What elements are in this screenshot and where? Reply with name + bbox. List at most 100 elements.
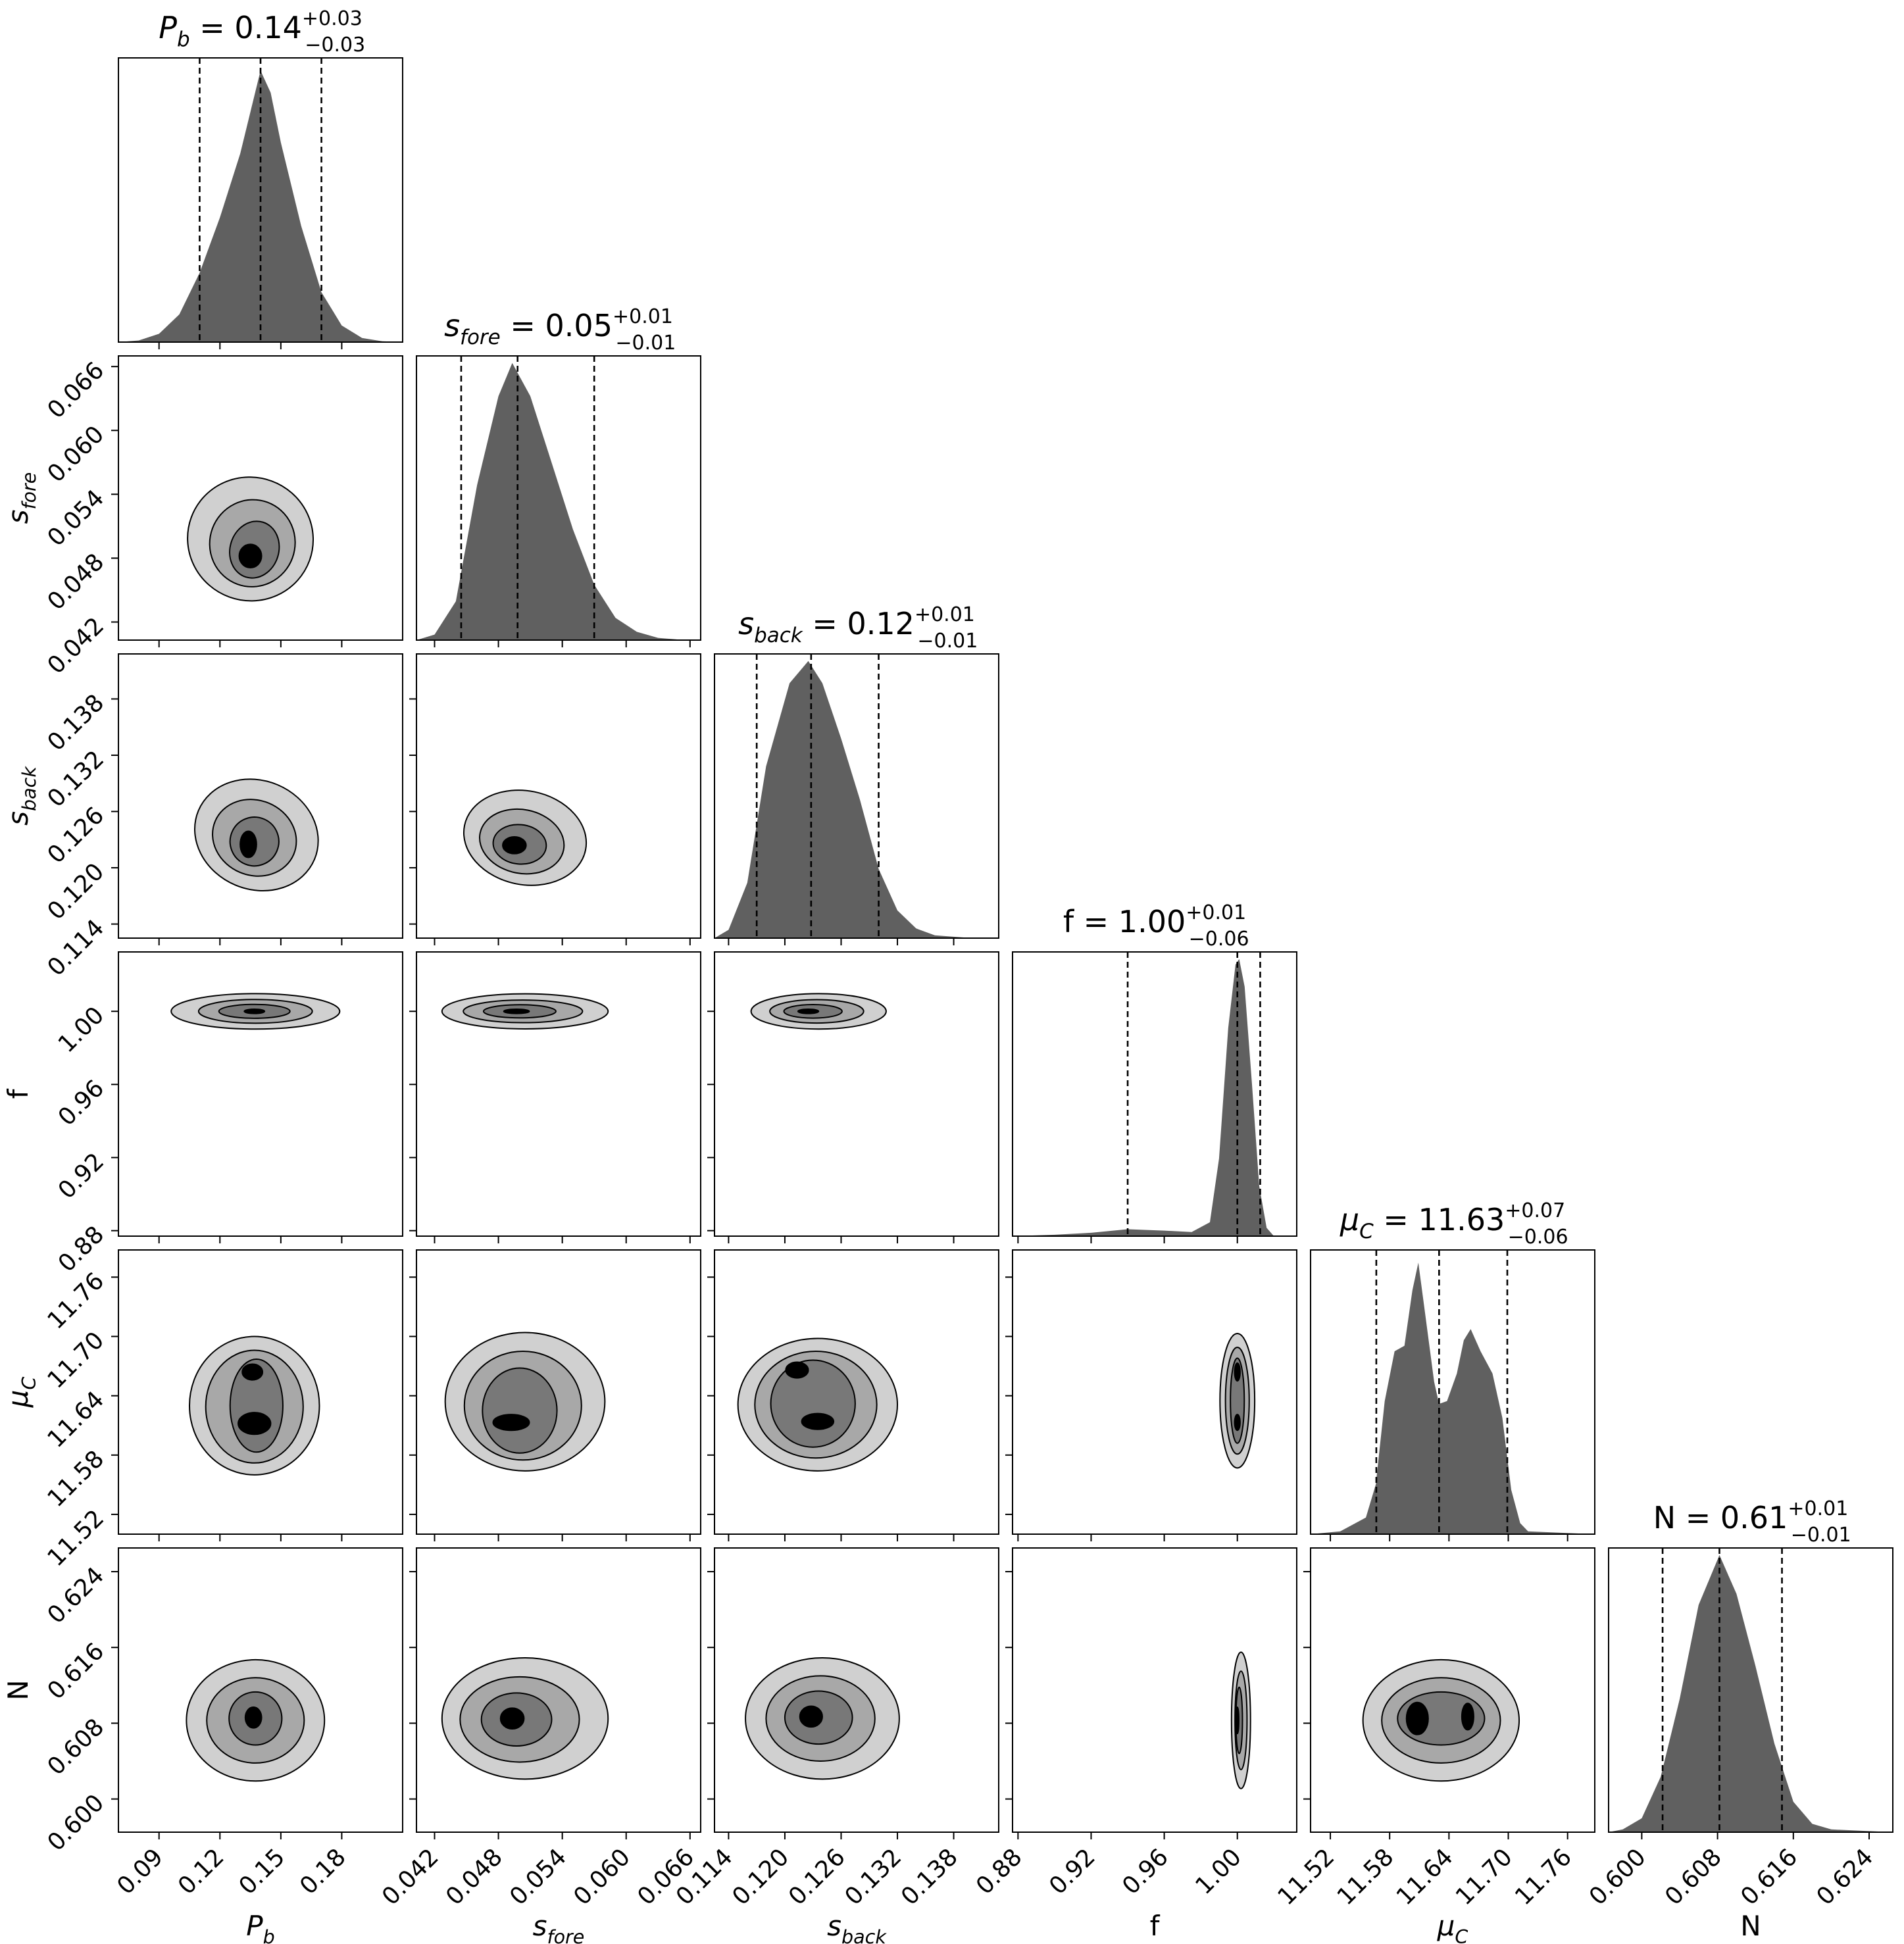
panel-frame-4-0	[118, 1249, 403, 1535]
x-tick-label-f-1: 0.92	[1044, 1843, 1101, 1900]
panel-frame-2-0	[118, 653, 403, 939]
x-tick-label-sback-1: 0.120	[727, 1843, 794, 1910]
x-tick-label-sback-4: 0.138	[896, 1843, 963, 1910]
y-tick-label-f-3: 1.00	[53, 1002, 110, 1059]
x-axis-label-Pb: Pb	[246, 1910, 274, 1944]
title-minus-sback: −0.01	[917, 630, 978, 653]
y-tick-label-sback-2: 0.126	[42, 802, 109, 869]
contour-f-vs-Pb-3	[243, 1008, 266, 1014]
panel-Pb-vs-Pb: Pb = 0.14+0.03−0.03	[118, 7, 403, 349]
y-tick-label-sfore-0: 0.042	[42, 612, 109, 680]
x-tick-label-N-3: 0.624	[1811, 1843, 1878, 1910]
panel-frame-3-2	[714, 951, 999, 1237]
y-tick-label-N-1: 0.608	[42, 1714, 109, 1781]
x-tick-label-muC-3: 11.70	[1451, 1843, 1518, 1910]
contour-N-vs-f-3	[1235, 1706, 1240, 1735]
y-tick-label-sback-4: 0.138	[42, 689, 109, 757]
panel-frame-5-1	[416, 1547, 701, 1833]
panel-frame-5-2	[714, 1547, 999, 1833]
y-tick-label-sfore-4: 0.066	[42, 357, 109, 424]
y-tick-label-N-0: 0.600	[42, 1789, 109, 1857]
y-tick-label-sfore-3: 0.060	[42, 421, 109, 488]
y-tick-label-sfore-1: 0.048	[42, 549, 109, 616]
panel-frame-1-1	[416, 355, 701, 641]
title-f: f = 1.00+0.01	[1063, 901, 1246, 939]
contour-N-vs-muC-3	[1405, 1701, 1429, 1735]
panel-muC-vs-muC: μC = 11.63+0.07−0.06	[1310, 1199, 1595, 1541]
contour-muC-vs-Pb-3	[241, 1363, 264, 1381]
contour-sback-vs-sfore-3	[502, 836, 527, 855]
panel-sfore-vs-sfore: sfore = 0.05+0.01−0.01	[416, 305, 701, 647]
contour-f-vs-sback-3	[797, 1008, 820, 1014]
title-minus-sfore: −0.01	[615, 332, 676, 355]
contour-muC-vs-sfore-2	[482, 1367, 558, 1454]
title-minus-Pb: −0.03	[305, 34, 365, 57]
x-tick-label-muC-2: 11.64	[1391, 1843, 1459, 1910]
histogram-sback	[714, 660, 999, 938]
contour-N-vs-muC-4	[1461, 1703, 1474, 1731]
x-axis-label-N: N	[1740, 1910, 1761, 1942]
x-tick-label-N-2: 0.616	[1736, 1843, 1803, 1910]
contour-muC-vs-f-4	[1234, 1414, 1241, 1432]
contour-sfore-vs-Pb-3	[238, 543, 263, 568]
y-tick-label-muC-2: 11.64	[42, 1386, 109, 1453]
contour-sback-vs-Pb-3	[239, 830, 257, 859]
y-tick-label-sback-0: 0.114	[42, 914, 109, 982]
x-axis-label-sfore: sfore	[533, 1910, 585, 1944]
y-tick-label-sback-3: 0.132	[42, 745, 109, 812]
contour-f-vs-sfore-3	[503, 1008, 530, 1014]
x-tick-label-muC-1: 11.58	[1332, 1843, 1399, 1910]
y-axis-label-sback: sback	[2, 766, 40, 826]
x-tick-label-N-0: 0.600	[1584, 1843, 1651, 1910]
x-tick-label-f-0: 0.88	[971, 1843, 1028, 1900]
y-tick-label-muC-0: 11.52	[42, 1505, 109, 1572]
contour-muC-vs-f-2	[1230, 1357, 1245, 1444]
contour-muC-vs-sback-2	[770, 1359, 856, 1448]
y-tick-label-muC-4: 11.76	[42, 1268, 109, 1335]
panel-frame-4-1	[416, 1249, 701, 1535]
y-tick-label-muC-1: 11.58	[42, 1445, 109, 1512]
contour-muC-vs-Pb-4	[238, 1412, 272, 1435]
panel-frame-2-2	[714, 653, 999, 939]
panel-frame-4-3	[1012, 1249, 1297, 1535]
title-sfore: sfore = 0.05+0.01	[444, 305, 673, 349]
x-tick-label-Pb-2: 0.15	[234, 1843, 291, 1900]
panel-frame-4-4	[1310, 1249, 1595, 1535]
panel-muC-vs-f	[1005, 1249, 1297, 1541]
x-tick-label-Pb-0: 0.09	[112, 1843, 168, 1900]
panel-frame-3-3	[1012, 951, 1297, 1237]
title-N: N = 0.61+0.01	[1653, 1497, 1849, 1535]
x-tick-label-sfore-1: 0.048	[441, 1843, 508, 1910]
y-axis-label-muC: μC	[2, 1377, 40, 1408]
panel-N-vs-Pb: 0.09 0.12 0.15 0.18 0.600 0.608 0.616 0.624	[42, 1547, 403, 1900]
x-tick-label-sback-2: 0.126	[784, 1843, 851, 1910]
panel-frame-5-4	[1310, 1547, 1595, 1833]
x-axis-label-sback: sback	[827, 1910, 887, 1944]
panel-f-vs-f: f = 1.00+0.01−0.06	[1012, 901, 1297, 1243]
x-tick-label-Pb-1: 0.12	[173, 1843, 230, 1900]
histogram-muC	[1311, 1262, 1595, 1534]
panel-sback-vs-sback: sback = 0.12+0.01−0.01	[714, 603, 999, 945]
y-tick-label-muC-3: 11.70	[42, 1327, 109, 1394]
contour-N-vs-sfore-3	[499, 1707, 525, 1730]
x-tick-label-sfore-3: 0.060	[568, 1843, 636, 1910]
panel-frame-5-3	[1012, 1547, 1297, 1833]
title-Pb: Pb = 0.14+0.03	[159, 7, 363, 51]
panel-frame-1-0	[118, 355, 403, 641]
contour-muC-vs-sback-4	[801, 1412, 835, 1430]
title-muC: μC = 11.63+0.07	[1340, 1199, 1565, 1243]
y-tick-label-f-2: 0.96	[53, 1075, 110, 1132]
panel-f-vs-sfore	[409, 951, 701, 1243]
y-tick-label-sback-1: 0.120	[42, 858, 109, 925]
y-axis-label-sfore: sfore	[2, 472, 40, 524]
y-axis-label-N: N	[2, 1680, 34, 1700]
title-minus-N: −0.01	[1791, 1524, 1851, 1547]
y-axis-label-f: f	[2, 1088, 34, 1099]
panel-frame-0-0	[118, 57, 403, 343]
panel-f-vs-sback	[707, 951, 999, 1243]
